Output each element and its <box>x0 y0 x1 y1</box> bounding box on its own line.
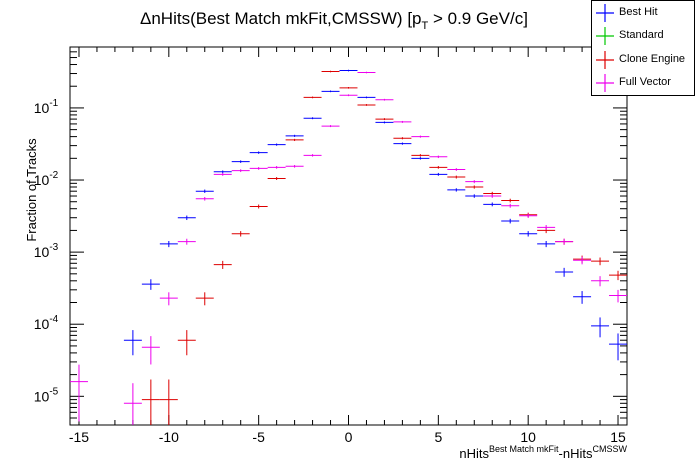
legend-label-best-hit: Best Hit <box>619 6 658 18</box>
series-clone-engine <box>141 70 627 425</box>
y-tick-label: 10-5 <box>34 386 59 404</box>
x-tick-label: -5 <box>252 429 265 445</box>
x-tick-label: 10 <box>520 429 536 445</box>
chart-title-subscript: T <box>422 20 429 32</box>
x-axis: -15 -10 -5 0 5 10 15 <box>69 47 626 445</box>
legend-item-full-vector: Full Vector <box>592 72 694 94</box>
series-best-hit <box>123 69 627 361</box>
x-tick-label: -15 <box>69 429 89 445</box>
legend-item-clone-engine: Clone Engine <box>592 49 694 71</box>
x-tick-label: -10 <box>159 429 179 445</box>
y-tick-label: 10-2 <box>34 170 59 188</box>
legend-marker-full-vector <box>596 74 614 92</box>
series-full-vector <box>70 71 627 425</box>
y-tick-label: 10-3 <box>34 242 59 260</box>
legend: Best Hit Standard Clone Engine Full Vect… <box>591 0 695 96</box>
chart-title-tail: > 0.9 GeV/c] <box>428 9 528 28</box>
chart-title-main: ΔnHits(Best Match mkFit,CMSSW) [p <box>140 9 422 28</box>
svg-text:ΔnHits(Best Match mkFit,CMSSW): ΔnHits(Best Match mkFit,CMSSW) [pT > 0.9… <box>140 9 528 32</box>
x-tick-label: 0 <box>345 429 353 445</box>
y-tick-label: 10-1 <box>34 98 59 116</box>
plot-frame <box>69 46 628 426</box>
legend-marker-clone-engine <box>596 51 614 69</box>
legend-item-best-hit: Best Hit <box>592 2 694 24</box>
y-axis-label: Fraction of Tracks <box>24 138 39 242</box>
x-axis-label: nHitsBest Match mkFit-nHitsCMSSW <box>459 444 627 461</box>
series-layer <box>70 69 627 425</box>
x-tick-label: 15 <box>610 429 626 445</box>
legend-label-full-vector: Full Vector <box>619 76 671 88</box>
x-tick-label: 5 <box>434 429 442 445</box>
legend-marker-standard <box>596 27 614 45</box>
legend-label-standard: Standard <box>619 29 664 41</box>
chart-title: ΔnHits(Best Match mkFit,CMSSW) [pT > 0.9… <box>140 9 528 32</box>
y-tick-label: 10-4 <box>34 314 59 332</box>
y-axis: 10-5 10-4 10-3 10-2 10-1 <box>34 51 627 426</box>
legend-item-standard: Standard <box>592 25 694 47</box>
legend-marker-best-hit <box>596 4 614 22</box>
legend-label-clone-engine: Clone Engine <box>619 53 686 65</box>
